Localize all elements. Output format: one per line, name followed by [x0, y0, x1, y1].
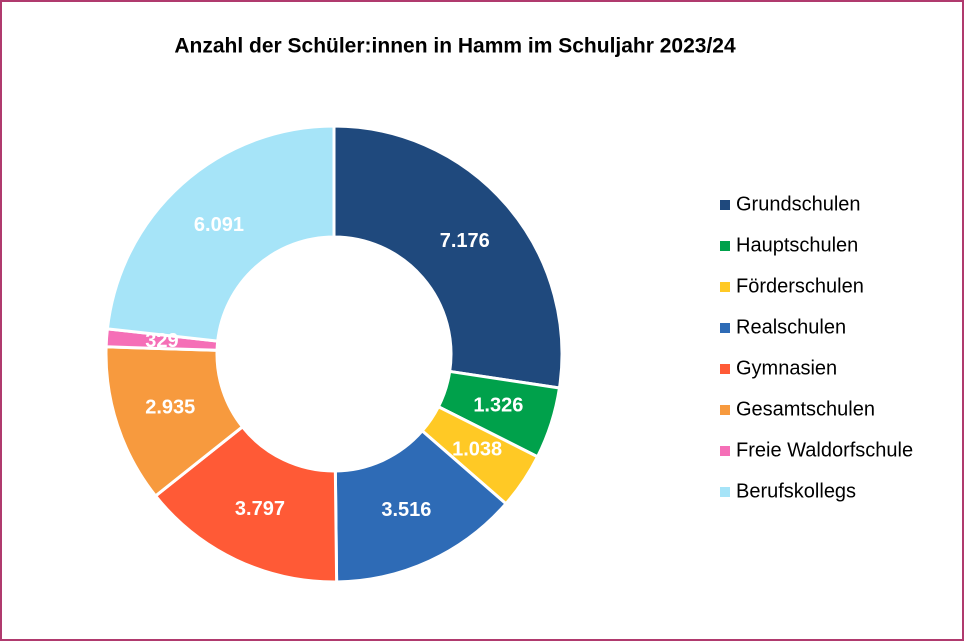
- legend-swatch: [720, 282, 730, 292]
- legend-swatch: [720, 487, 730, 497]
- legend-label: Freie Waldorfschule: [736, 439, 913, 461]
- data-label: 329: [145, 330, 178, 352]
- legend-swatch: [720, 323, 730, 333]
- data-label: 7.176: [440, 230, 490, 252]
- chart-title: Anzahl der Schüler:innen in Hamm im Schu…: [174, 35, 736, 58]
- legend-swatch: [720, 446, 730, 456]
- data-label: 2.935: [145, 397, 195, 419]
- legend-swatch: [720, 364, 730, 374]
- legend-label: Berufskollegs: [736, 480, 856, 502]
- legend-label: Gesamtschulen: [736, 398, 875, 420]
- data-label: 1.326: [473, 395, 523, 417]
- legend-label: Förderschulen: [736, 275, 864, 297]
- legend-label: Gymnasien: [736, 357, 837, 379]
- data-label: 3.516: [381, 499, 431, 521]
- slice: [333, 428, 509, 584]
- slice: [332, 124, 564, 390]
- legend-label: Grundschulen: [736, 193, 861, 215]
- data-label: 3.797: [235, 498, 285, 520]
- slice: [105, 124, 336, 343]
- data-label: 6.091: [194, 214, 244, 236]
- legend-swatch: [720, 241, 730, 251]
- legend-swatch: [720, 405, 730, 415]
- legend-label: Hauptschulen: [736, 234, 858, 256]
- slice: [153, 424, 339, 584]
- legend-swatch: [720, 200, 730, 210]
- data-label: 1.038: [452, 439, 502, 461]
- legend-label: Realschulen: [736, 316, 846, 338]
